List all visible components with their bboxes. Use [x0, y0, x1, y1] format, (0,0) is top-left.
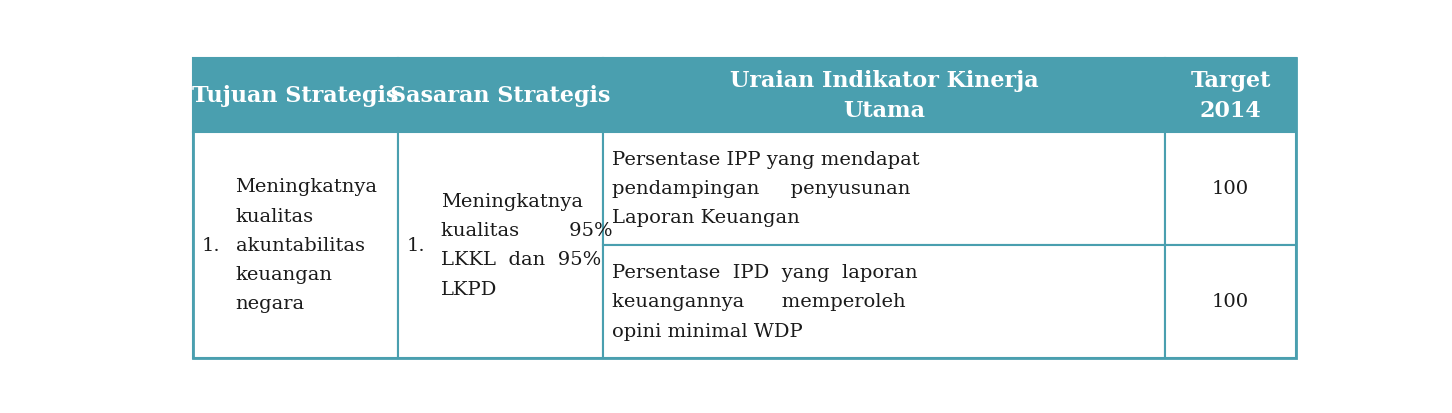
Text: Persentase IPP yang mendapat
pendampingan     penyusunan
Laporan Keuangan: Persentase IPP yang mendapat pendampinga… [611, 151, 919, 227]
Bar [603, 245, 1166, 358]
Text: Persentase  IPD  yang  laporan
keuangannya      memperoleh
opini minimal WDP: Persentase IPD yang laporan keuangannya … [611, 263, 918, 340]
Bar [398, 132, 603, 358]
Bar [603, 59, 1166, 132]
Bar [193, 59, 398, 132]
Bar [603, 132, 1166, 245]
Bar [1166, 132, 1295, 245]
Text: Target
2014: Target 2014 [1191, 69, 1270, 122]
Text: Meningkatnya
kualitas        95%
LKKL  dan  95%
LKPD: Meningkatnya kualitas 95% LKKL dan 95% L… [440, 192, 613, 298]
Text: 1.: 1. [202, 236, 221, 254]
Text: 1.: 1. [407, 236, 425, 254]
Text: Sasaran Strategis: Sasaran Strategis [391, 85, 611, 107]
Bar [193, 132, 398, 358]
Text: Meningkatnya
kualitas
akuntabilitas
keuangan
negara: Meningkatnya kualitas akuntabilitas keua… [235, 178, 378, 312]
Bar [1166, 59, 1295, 132]
Text: 100: 100 [1212, 180, 1249, 198]
Bar [398, 59, 603, 132]
Text: 100: 100 [1212, 293, 1249, 311]
Bar [1166, 245, 1295, 358]
Text: Tujuan Strategis: Tujuan Strategis [192, 85, 398, 107]
Text: Uraian Indikator Kinerja
Utama: Uraian Indikator Kinerja Utama [730, 69, 1038, 122]
